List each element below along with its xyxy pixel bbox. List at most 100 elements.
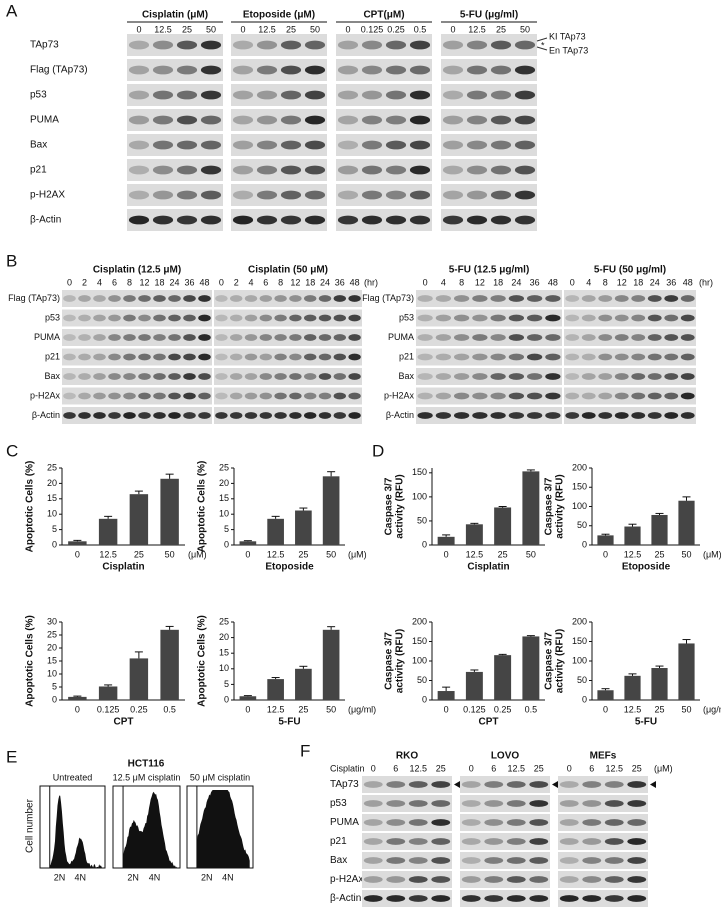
blot-band bbox=[123, 373, 136, 380]
blot-band bbox=[152, 90, 174, 100]
dose-label: 25 bbox=[436, 763, 446, 773]
blot-strip bbox=[558, 852, 648, 869]
blot-strip bbox=[558, 890, 648, 907]
bar bbox=[624, 526, 641, 545]
blot-band bbox=[289, 373, 302, 380]
blot-strip bbox=[127, 34, 223, 56]
y-tick-label: 200 bbox=[412, 616, 427, 626]
blot-band bbox=[232, 190, 254, 200]
row-label: p21 bbox=[45, 351, 60, 361]
unit-label: (μM) bbox=[703, 549, 721, 559]
blot-band bbox=[442, 140, 464, 150]
blot-band bbox=[514, 115, 536, 125]
blot-band bbox=[466, 90, 488, 100]
blot-band bbox=[303, 295, 317, 302]
blot-band bbox=[108, 334, 121, 341]
x-tick-label: 25 bbox=[134, 549, 144, 559]
time-label: 0 bbox=[423, 277, 428, 287]
y-tick-label: 0 bbox=[52, 694, 57, 704]
blot-band bbox=[627, 857, 647, 864]
blot-band bbox=[108, 392, 121, 400]
blot-band bbox=[229, 334, 243, 341]
blot-band bbox=[152, 40, 174, 50]
bar bbox=[322, 476, 340, 545]
group-title: Cisplatin (50 μM) bbox=[248, 265, 328, 276]
blot-band bbox=[280, 215, 302, 225]
blot-strip bbox=[231, 134, 327, 156]
dose-label: 0 bbox=[371, 763, 376, 773]
blot-band bbox=[138, 334, 151, 341]
blot-band bbox=[198, 412, 211, 419]
blot-band bbox=[514, 190, 536, 200]
blot-band bbox=[108, 314, 121, 322]
blot-band bbox=[333, 412, 347, 419]
x-tick-label: 12.5 bbox=[466, 549, 484, 559]
blot-band bbox=[318, 412, 332, 419]
y-tick-label: 150 bbox=[412, 636, 427, 646]
blot-band bbox=[256, 190, 278, 200]
histogram bbox=[49, 795, 102, 868]
time-label: 12 bbox=[139, 277, 149, 287]
blot-band bbox=[318, 314, 332, 322]
blot-band bbox=[664, 392, 679, 400]
bar bbox=[651, 514, 668, 545]
blot-band bbox=[348, 412, 361, 419]
blot-band bbox=[78, 353, 91, 361]
blot-band bbox=[514, 215, 536, 225]
blot-band bbox=[529, 781, 549, 788]
blot-band bbox=[604, 876, 624, 883]
blot-band bbox=[604, 838, 624, 845]
blot-band bbox=[93, 392, 106, 400]
time-label: 6 bbox=[112, 277, 117, 287]
blot-band bbox=[183, 353, 196, 361]
blot-band bbox=[408, 838, 428, 845]
x-tick-label: 0.125 bbox=[97, 704, 120, 714]
blot-band bbox=[664, 412, 679, 419]
blot-band bbox=[200, 165, 222, 175]
blot-band bbox=[361, 140, 383, 150]
blot-band bbox=[152, 140, 174, 150]
blot-band bbox=[514, 165, 536, 175]
blot-band bbox=[303, 392, 317, 400]
blot-band bbox=[215, 334, 228, 341]
dose-label: 0.5 bbox=[414, 24, 427, 34]
y-axis-label: Apoptotic Cells (%) bbox=[197, 615, 208, 707]
blot-band bbox=[506, 876, 526, 883]
blot-band bbox=[93, 353, 106, 361]
dose-label: 25 bbox=[182, 24, 192, 34]
time-label: 4 bbox=[97, 277, 102, 287]
blot-band bbox=[280, 115, 302, 125]
blot-band bbox=[408, 895, 428, 902]
blot-band bbox=[259, 353, 273, 361]
time-label: 2 bbox=[234, 277, 239, 287]
blot-band bbox=[215, 353, 228, 361]
blot-band bbox=[153, 392, 166, 400]
y-axis-label: Apoptotic Cells (%) bbox=[25, 615, 36, 707]
blot-band bbox=[442, 165, 464, 175]
blot-band bbox=[176, 190, 198, 200]
x-tick-label: 0.125 bbox=[463, 704, 486, 714]
blot-band bbox=[598, 295, 613, 302]
blot-strip bbox=[441, 159, 537, 181]
blot-band bbox=[244, 373, 258, 380]
blot-band bbox=[229, 373, 243, 380]
blot-band bbox=[304, 40, 326, 50]
blot-band bbox=[318, 353, 332, 361]
blot-band bbox=[461, 781, 481, 788]
y-tick-label: 0 bbox=[224, 694, 229, 704]
blot-band bbox=[631, 295, 646, 302]
bar bbox=[239, 696, 257, 700]
blot-band bbox=[78, 314, 91, 322]
blot-band bbox=[232, 90, 254, 100]
blot-band bbox=[559, 800, 579, 807]
blot-band bbox=[289, 353, 302, 361]
blot-band bbox=[435, 314, 452, 322]
time-label: 18 bbox=[633, 277, 643, 287]
blot-band bbox=[318, 373, 332, 380]
blot-band bbox=[461, 800, 481, 807]
blot-strip bbox=[336, 209, 432, 231]
blot-band bbox=[526, 314, 543, 322]
blot-band bbox=[461, 819, 481, 826]
dose-label: 12.5 bbox=[468, 24, 486, 34]
y-tick-label: 20 bbox=[219, 632, 229, 642]
